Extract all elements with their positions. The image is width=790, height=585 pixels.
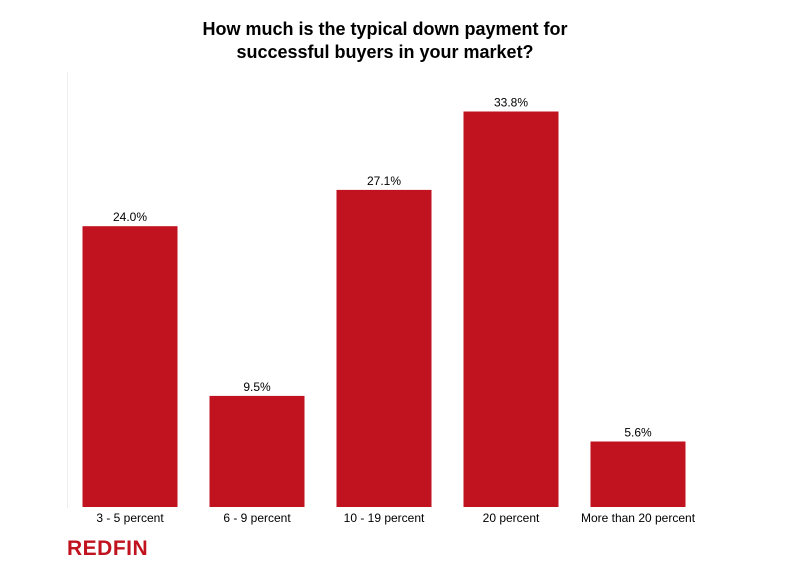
x-tick-label: 3 - 5 percent — [96, 511, 164, 525]
bars-layer — [82, 111, 686, 507]
chart-title: How much is the typical down payment for… — [90, 18, 680, 64]
x-tick-label: 20 percent — [483, 511, 540, 525]
bar — [590, 441, 686, 507]
bar-value-label: 9.5% — [243, 380, 271, 394]
category-labels-layer: 3 - 5 percent 6 - 9 percent 10 - 19 percen… — [96, 511, 695, 525]
bar — [336, 189, 432, 507]
chart-title-line-2: successful buyers in your market? — [236, 42, 534, 62]
x-tick-label: 10 - 19 percent — [344, 511, 425, 525]
value-labels-layer: 24.0% 9.5% 27.1% 33.8% 5.6% — [113, 96, 652, 440]
bar-value-label: 33.8% — [494, 96, 528, 110]
bar-value-label: 5.6% — [624, 426, 652, 440]
bar-value-label: 27.1% — [367, 174, 401, 188]
chart-title-line-1: How much is the typical down payment for — [202, 19, 568, 39]
bar — [463, 111, 559, 507]
redfin-logo: REDFIN — [67, 537, 149, 560]
bar — [82, 226, 178, 507]
bar-value-label: 24.0% — [113, 210, 147, 224]
x-tick-label: More than 20 percent — [581, 511, 696, 525]
x-tick-label: 6 - 9 percent — [223, 511, 291, 525]
bar — [209, 395, 305, 507]
